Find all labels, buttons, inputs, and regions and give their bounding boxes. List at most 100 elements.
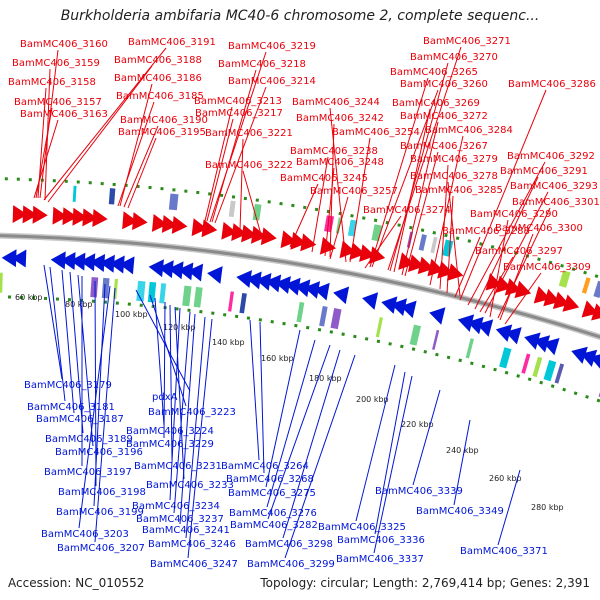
gene-arrow (22, 205, 38, 224)
label-leader-line (499, 233, 534, 321)
gene-arrow (368, 246, 386, 264)
gene-arrow (236, 270, 252, 288)
gene-arrow (151, 213, 168, 232)
feature-block (558, 270, 571, 288)
gene-label: BamMC406_3248 (296, 157, 384, 168)
label-leader-line (61, 269, 75, 414)
gene-label: BamMC406_3274 (363, 205, 451, 216)
gene-label: BamMC406_3288 (442, 226, 530, 237)
feature-block (159, 283, 167, 304)
forward-genes-track (12, 205, 600, 321)
label-leader-line (355, 364, 396, 522)
gene-label: BamMC406_3268 (226, 474, 314, 485)
feature-block (72, 185, 77, 202)
gene-arrow (52, 206, 68, 225)
gene-arrow (571, 346, 588, 364)
feature-block (193, 286, 203, 308)
feature-block (593, 280, 600, 298)
inner-feature-track (0, 272, 600, 397)
label-leader-line (479, 256, 514, 313)
gene-label: BamMC406_3224 (126, 426, 214, 437)
gene-label: BamMC406_3291 (500, 166, 588, 177)
label-leader-line (211, 69, 257, 223)
label-leader-line (259, 321, 265, 474)
gene-arrow (476, 319, 494, 337)
scale-tick-label: 260 kbp (489, 474, 522, 483)
gene-arrow (349, 242, 366, 261)
label-leader-line (127, 137, 157, 209)
label-leader-line (123, 125, 159, 208)
gene-label: BamMC406_3245 (280, 173, 368, 184)
gene-label: BamMC406_3186 (114, 73, 202, 84)
label-leader-line (389, 62, 449, 272)
gene-arrow (82, 208, 98, 227)
label-leader-line (135, 289, 191, 392)
label-leader-line (412, 389, 441, 486)
gene-arrow (381, 296, 398, 314)
feature-block (108, 188, 116, 205)
gene-arrow (92, 209, 108, 228)
label-leader-line (329, 196, 349, 260)
outer-feature-track (72, 185, 600, 298)
gene-arrow (319, 236, 337, 255)
gene-label: BamMC406_3339 (375, 486, 463, 497)
gene-label: BamMC406_3229 (126, 439, 214, 450)
gene-arrow (62, 207, 78, 226)
gene-label: BamMC406_3371 (460, 546, 548, 557)
gene-label: BamMC406_3159 (12, 58, 100, 69)
feature-block (418, 234, 427, 251)
gene-arrow (467, 316, 484, 335)
gene-arrow (250, 225, 267, 244)
label-leader-line (265, 329, 301, 488)
gene-label: BamMC406_3337 (336, 554, 424, 565)
scale-tick-label: 80 kbp (65, 300, 93, 309)
gene-arrow (89, 253, 106, 272)
gene-label: BamMC406_3214 (228, 76, 316, 87)
gene-label: BamMC406_3275 (228, 488, 316, 499)
gene-label: BamMC406_3191 (128, 37, 216, 48)
scale-tick-label: 280 kbp (531, 503, 564, 512)
gene-label: BamMC406_3325 (318, 522, 406, 533)
gene-arrow (589, 354, 600, 369)
label-leader-line (249, 319, 260, 461)
gene-label: BamMC406_3181 (27, 402, 115, 413)
gene-arrow (161, 214, 178, 233)
gene-label: BamMC406_3237 (136, 514, 224, 525)
label-leader-line (371, 89, 439, 268)
label-leader-line (373, 375, 413, 554)
gene-label: BamMC406_3195 (118, 127, 206, 138)
gene-arrow (191, 218, 208, 237)
gene-arrow (543, 338, 560, 356)
scale-tick-label: 140 kbp (212, 338, 245, 347)
gene-label: BamMC406_3187 (36, 414, 124, 425)
gene-label: BamMC406_3276 (229, 508, 317, 519)
label-leader-line (214, 86, 267, 224)
label-leader-line (49, 266, 66, 402)
label-leader-line (204, 106, 233, 222)
gene-arrow (11, 249, 27, 268)
label-leader-line (77, 274, 94, 447)
gene-label: BamMC406_3299 (247, 559, 335, 570)
feature-block (147, 281, 157, 303)
label-leader-line (266, 339, 316, 508)
outer-scale-ring (0, 177, 600, 279)
feature-block (90, 277, 99, 298)
label-leader-line (169, 304, 173, 461)
gene-label: BamMC406_3223 (148, 407, 236, 418)
gene-arrow (246, 271, 262, 290)
gene-label: BamMC406_3254 (332, 127, 420, 138)
label-leader-line (459, 89, 547, 301)
feature-block (375, 317, 383, 338)
feature-block (228, 200, 236, 218)
label-leader-line (329, 107, 347, 263)
gene-arrow (72, 207, 88, 226)
gene-arrow (207, 266, 223, 284)
feature-block (543, 360, 557, 382)
label-leader-line (33, 119, 59, 199)
gene-label: pdxA (152, 392, 178, 403)
feature-block (101, 277, 110, 299)
gene-arrow (446, 263, 464, 281)
feature-block (136, 280, 146, 302)
label-leader-line (94, 287, 116, 543)
gene-arrow (294, 279, 311, 298)
